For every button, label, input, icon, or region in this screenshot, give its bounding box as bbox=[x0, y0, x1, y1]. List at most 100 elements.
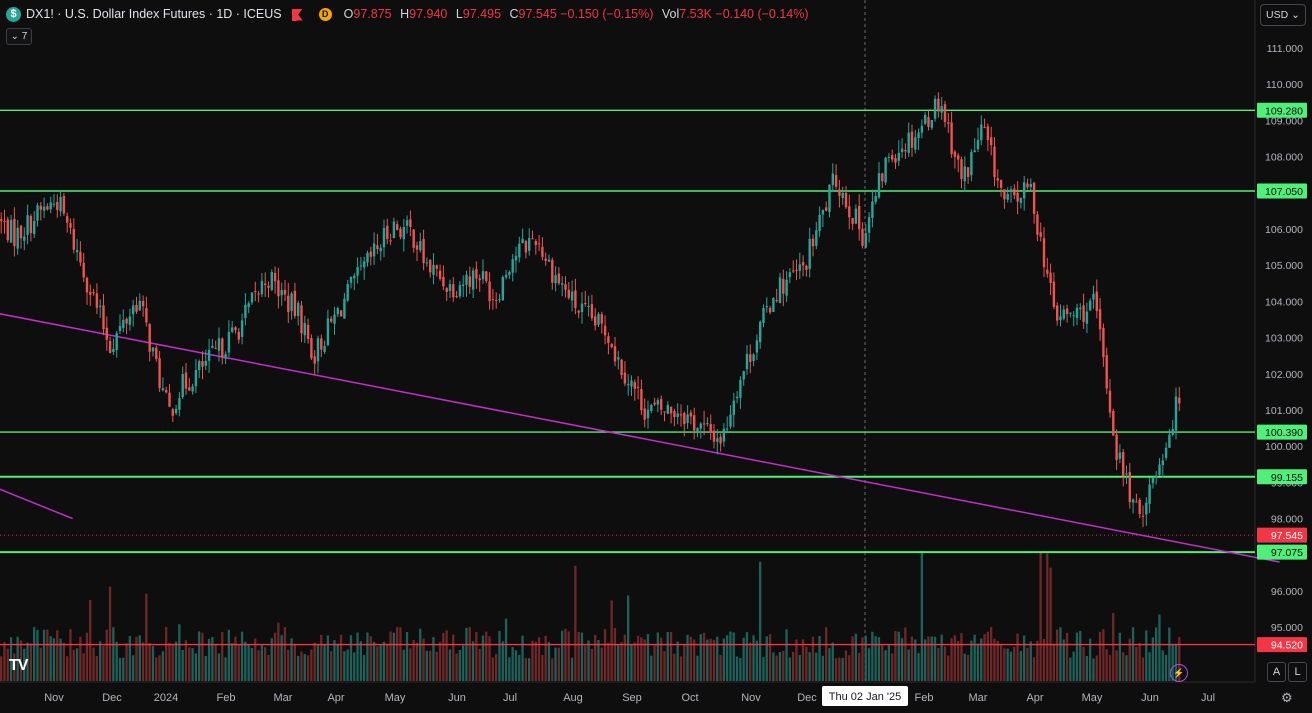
candle-body bbox=[656, 400, 660, 405]
candle-body bbox=[1003, 189, 1006, 200]
candle-body bbox=[92, 292, 95, 294]
volume-bar bbox=[194, 653, 197, 681]
candle-body bbox=[422, 238, 425, 264]
gear-icon[interactable]: ⚙ bbox=[1281, 690, 1293, 705]
price-tick-label: 104.000 bbox=[1265, 296, 1303, 308]
volume-bar bbox=[765, 636, 768, 681]
candle-body bbox=[465, 274, 468, 285]
volume-bar bbox=[161, 651, 164, 681]
volume-bar bbox=[524, 658, 527, 681]
volume-bar bbox=[13, 653, 16, 681]
volume-bar bbox=[696, 655, 699, 681]
candle-body bbox=[405, 220, 409, 226]
candle-body bbox=[115, 333, 118, 351]
volume-bar bbox=[933, 636, 937, 681]
candle-body bbox=[610, 344, 613, 348]
short-trendline[interactable] bbox=[0, 486, 73, 520]
level-label-bg bbox=[1257, 102, 1307, 118]
price-tick-label: 110.000 bbox=[1266, 79, 1303, 91]
volume-bar bbox=[326, 635, 329, 681]
volume-bar bbox=[485, 631, 488, 681]
volume-bar bbox=[646, 634, 650, 681]
candle-body bbox=[178, 398, 181, 410]
candle-body bbox=[716, 438, 719, 442]
candle-body bbox=[795, 269, 798, 271]
candle-body bbox=[887, 156, 891, 158]
volume-bar bbox=[891, 653, 894, 681]
candle-body bbox=[181, 374, 184, 397]
volume-bar bbox=[204, 655, 207, 681]
candle-body bbox=[306, 324, 310, 339]
volume-bar bbox=[46, 629, 49, 681]
candle-body bbox=[438, 270, 442, 279]
volume-bar bbox=[260, 645, 263, 681]
candle-body bbox=[23, 236, 26, 241]
candle-body bbox=[541, 246, 544, 257]
auto-scale-button[interactable]: A bbox=[1267, 662, 1286, 682]
candle-body bbox=[653, 402, 656, 405]
candle-body bbox=[1072, 315, 1075, 317]
volume-bar bbox=[686, 634, 689, 681]
candle-body bbox=[706, 423, 709, 425]
candle-body bbox=[983, 127, 986, 129]
volume-bar bbox=[171, 644, 174, 681]
log-scale-button[interactable]: L bbox=[1288, 662, 1307, 682]
volume-bar bbox=[1151, 637, 1154, 681]
candle-body bbox=[217, 338, 221, 351]
candle-body bbox=[745, 354, 749, 370]
candle-body bbox=[1085, 311, 1089, 324]
trendline[interactable] bbox=[0, 312, 1280, 563]
level-price-label: 109.280 bbox=[1265, 105, 1303, 117]
candle-body bbox=[42, 206, 46, 211]
volume-bar bbox=[320, 634, 323, 681]
candle-body bbox=[283, 289, 287, 295]
volume-bar bbox=[778, 651, 782, 681]
volume-bar bbox=[132, 655, 135, 681]
volume-bar bbox=[339, 634, 343, 681]
volume-bar bbox=[1016, 633, 1019, 681]
candle-body bbox=[221, 338, 224, 358]
tradingview-logo[interactable]: TV bbox=[9, 657, 28, 674]
d-badge[interactable]: D bbox=[318, 7, 332, 21]
candle-body bbox=[808, 238, 811, 269]
candle-body bbox=[1075, 307, 1079, 318]
currency-button[interactable]: USD ⌄ bbox=[1260, 4, 1306, 26]
candle-body bbox=[613, 346, 617, 362]
candle-body bbox=[749, 354, 752, 362]
candle-body bbox=[148, 323, 151, 352]
volume-bar bbox=[960, 633, 963, 681]
candle-body bbox=[669, 406, 673, 414]
price-axis[interactable] bbox=[1256, 0, 1312, 713]
volume-bar bbox=[49, 636, 52, 681]
candle-body bbox=[580, 303, 584, 312]
candle-body bbox=[125, 318, 128, 324]
volume-bar bbox=[399, 627, 402, 681]
volume-bar bbox=[544, 635, 547, 681]
candle-body bbox=[775, 299, 778, 301]
candle-body bbox=[980, 124, 983, 141]
volume-bar bbox=[904, 627, 907, 681]
candle-body bbox=[478, 278, 481, 281]
volume-bar bbox=[617, 644, 620, 681]
indicators-toggle[interactable]: ⌄ 7 bbox=[6, 28, 32, 45]
volume-bar bbox=[607, 642, 610, 681]
volume-bar bbox=[574, 565, 577, 681]
symbol-title[interactable]: DX1! · U.S. Dollar Index Futures · 1D · … bbox=[26, 7, 282, 21]
candle-body bbox=[3, 220, 6, 223]
volume-bar bbox=[62, 642, 65, 681]
volume-bar bbox=[643, 639, 646, 681]
volume-bar bbox=[660, 637, 663, 681]
volume-bar bbox=[343, 651, 346, 681]
volume-bar bbox=[755, 640, 758, 681]
flag-icon[interactable] bbox=[291, 8, 303, 21]
candle-body bbox=[237, 331, 240, 340]
dollar-sign-icon[interactable]: $ bbox=[6, 6, 21, 22]
lightning-icon[interactable]: ⚡ bbox=[1170, 664, 1188, 682]
volume-bar bbox=[712, 640, 716, 681]
candle-body bbox=[719, 436, 722, 444]
candle-body bbox=[240, 320, 244, 337]
candle-body bbox=[56, 201, 59, 210]
volume-bar bbox=[749, 642, 752, 681]
volume-bar bbox=[557, 647, 560, 681]
